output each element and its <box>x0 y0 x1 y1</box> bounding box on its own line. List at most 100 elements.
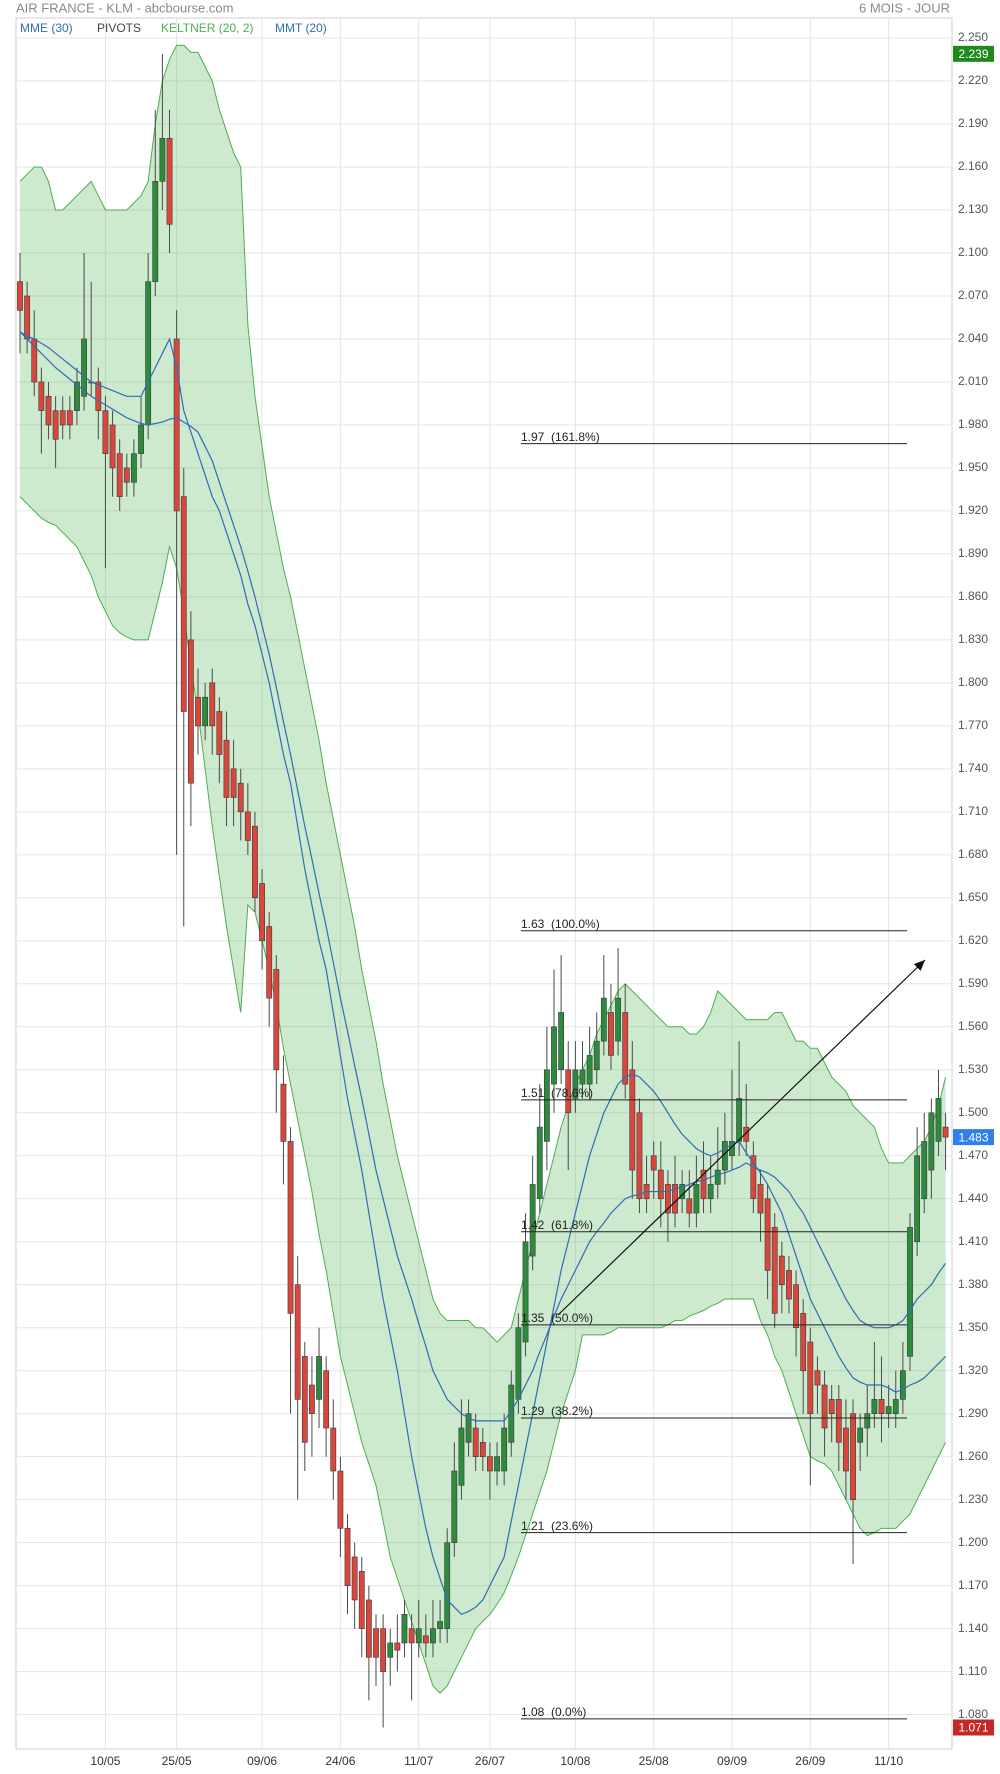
fib-label: 1.97 (161.8%) <box>521 430 600 444</box>
candle-body <box>793 1284 799 1329</box>
candle-body <box>501 1427 508 1472</box>
legend-entry: KELTNER (20, 2) <box>161 21 253 35</box>
candle-body <box>451 1470 458 1543</box>
candle-body <box>116 453 123 497</box>
averages <box>19 331 947 1616</box>
candle-body <box>444 1542 451 1629</box>
candle-body <box>778 1255 785 1286</box>
y-tick-label: 1.260 <box>958 1449 988 1463</box>
y-tick-label: 2.100 <box>958 245 988 259</box>
candle-body <box>373 1628 379 1658</box>
y-tick-label: 1.980 <box>958 417 988 431</box>
price-tag-label: 1.071 <box>958 1721 988 1735</box>
y-tick-label: 2.250 <box>958 30 988 44</box>
candle-body <box>529 1184 536 1257</box>
candle-body <box>736 1098 743 1142</box>
average-line <box>19 331 947 1616</box>
candle-body <box>138 424 144 454</box>
candle-body <box>301 1356 308 1443</box>
y-tick-label: 1.800 <box>958 675 988 689</box>
candle-body <box>380 1628 387 1672</box>
candle-body <box>344 1528 351 1586</box>
candle-body <box>771 1227 778 1314</box>
x-tick-label: 11/07 <box>404 1754 433 1768</box>
candle-body <box>707 1184 714 1200</box>
candle-body <box>458 1427 465 1486</box>
x-tick-label: 25/08 <box>639 1754 669 1768</box>
candle-body <box>280 1083 287 1142</box>
candle-body <box>921 1141 928 1200</box>
y-tick-label: 1.950 <box>958 460 988 474</box>
candles <box>17 53 949 1728</box>
candle-body <box>864 1413 871 1429</box>
candle-body <box>202 696 209 727</box>
candle-body <box>764 1198 771 1271</box>
candle-body <box>843 1427 849 1472</box>
fib-label: 1.29 (38.2%) <box>521 1404 593 1418</box>
legend-entry: MME (30) <box>20 21 73 35</box>
candle-body <box>821 1384 828 1429</box>
candle-body <box>102 410 109 454</box>
candle-body <box>942 1126 949 1138</box>
candle-body <box>657 1169 664 1200</box>
y-tick-label: 1.620 <box>958 933 988 947</box>
price-tag <box>953 1129 994 1146</box>
candle-body <box>24 295 31 340</box>
candle-body <box>287 1141 294 1314</box>
keltner-area <box>20 45 946 1694</box>
candle-body <box>522 1241 529 1343</box>
y-tick-label: 2.130 <box>958 202 988 216</box>
y-tick-label: 2.070 <box>958 288 988 302</box>
y-tick-label: 1.830 <box>958 632 988 646</box>
candle-body <box>152 181 159 282</box>
candle-body <box>878 1399 885 1414</box>
candle-body <box>337 1470 344 1529</box>
y-tick-label: 1.680 <box>958 847 988 861</box>
candle-body <box>330 1427 337 1472</box>
candle-body <box>572 1069 579 1099</box>
y-tick-label: 2.040 <box>958 331 988 345</box>
y-tick-label: 1.080 <box>958 1707 988 1721</box>
keltner-upper <box>19 44 947 1343</box>
candle-body <box>608 1012 614 1056</box>
candle-body <box>472 1427 479 1457</box>
candle-body <box>38 381 45 411</box>
x-tick-label: 10/08 <box>560 1754 590 1768</box>
candle-body <box>223 739 230 798</box>
trend-arrow <box>557 959 926 1316</box>
fib-label: 1.35 (50.0%) <box>521 1311 593 1325</box>
candle-body <box>665 1184 671 1214</box>
candle-body <box>252 825 258 899</box>
candle-body <box>95 381 102 411</box>
y-tick-label: 1.410 <box>958 1234 988 1248</box>
candle-body <box>131 453 137 483</box>
fib-label: 1.21 (23.6%) <box>521 1519 593 1533</box>
legend-entry: PIVOTS <box>97 21 141 35</box>
candle-body <box>365 1599 372 1658</box>
candle-body <box>622 1012 629 1085</box>
candle-body <box>700 1169 707 1200</box>
candle-body <box>850 1413 856 1500</box>
fib-label: 1.51 (78.6%) <box>521 1086 593 1100</box>
candle-body <box>259 883 265 942</box>
y-tick-label: 1.230 <box>958 1492 988 1506</box>
y-tick-label: 1.770 <box>958 718 988 732</box>
candle-body <box>430 1628 436 1644</box>
candle-body <box>166 138 173 225</box>
y-tick-label: 1.530 <box>958 1062 988 1076</box>
candle-body <box>536 1126 543 1200</box>
candle-body <box>928 1112 935 1171</box>
fib-label: 1.42 (61.8%) <box>521 1218 593 1232</box>
candle-body <box>935 1098 942 1142</box>
candle-body <box>394 1642 401 1651</box>
candle-body <box>309 1384 315 1414</box>
candle-body <box>914 1155 921 1243</box>
x-tick-label: 25/05 <box>162 1754 192 1768</box>
x-tick-label: 10/05 <box>90 1754 120 1768</box>
x-tick-label: 24/06 <box>325 1754 355 1768</box>
candle-body <box>159 138 166 182</box>
candle-body <box>899 1370 906 1400</box>
candle-body <box>273 969 280 1071</box>
candle-body <box>835 1399 842 1443</box>
